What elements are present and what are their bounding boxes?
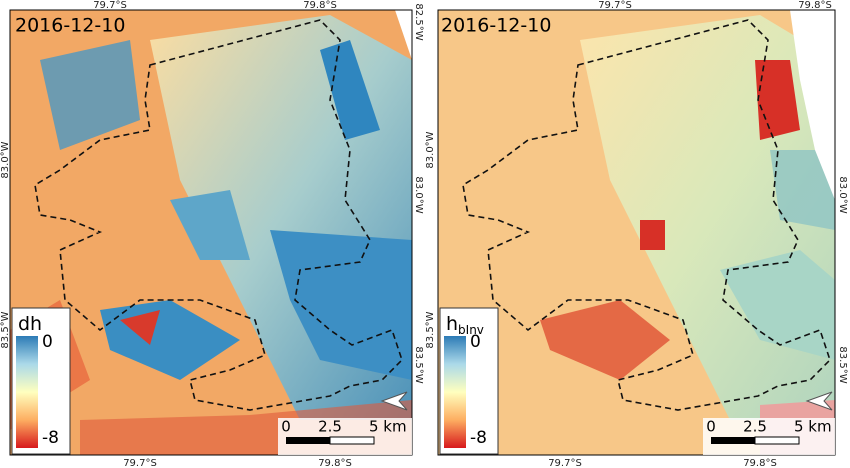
colorbar	[16, 336, 38, 448]
lat-tick: 79.7°S	[548, 458, 582, 468]
lon-tick: 83.0°W	[425, 131, 436, 168]
lat-tick: 79.7°S	[123, 458, 157, 468]
scale-label: 5 km	[369, 418, 407, 436]
lon-tick: 83.5°W	[837, 346, 848, 383]
lat-tick: 79.8°S	[798, 0, 832, 11]
scale-label: 2.5	[743, 418, 767, 436]
lon-tick: 82.5°W	[413, 3, 424, 40]
date: 2016-12-10	[15, 15, 125, 37]
colorbar-min: -8	[42, 428, 59, 448]
north-arrow	[805, 391, 833, 411]
scale-label: 5 km	[794, 418, 832, 436]
lon-tick: 83.5°W	[413, 346, 424, 383]
frame	[437, 9, 836, 456]
frame	[9, 9, 413, 456]
lon-tick: 83.5°W	[425, 311, 436, 348]
scale-label: 2.5	[318, 418, 342, 436]
lat-tick: 79.7°S	[598, 0, 632, 11]
lat-tick: 79.7°S	[93, 0, 127, 11]
lon-tick: 83.0°W	[413, 176, 424, 213]
scale-bar	[286, 437, 330, 444]
colorbar-min: -8	[470, 428, 487, 448]
colorbar-title: h	[446, 313, 458, 335]
colorbar	[444, 336, 466, 448]
lat-tick: 79.8°S	[743, 458, 777, 468]
colorbar-subscript: bInv	[458, 323, 484, 337]
lon-tick: 83.5°W	[0, 311, 11, 348]
north-arrow	[380, 391, 408, 411]
scale-bar	[711, 437, 755, 444]
scale-bar	[754, 436, 800, 445]
colorbar-max: 0	[470, 332, 481, 352]
date: 2016-12-10	[441, 15, 551, 37]
lon-tick: 83.0°W	[837, 176, 848, 213]
lat-tick: 79.8°S	[303, 0, 337, 11]
lon-tick: 83.0°W	[0, 141, 11, 178]
colorbar-title: hbInv	[446, 313, 484, 337]
lat-tick: 79.8°S	[318, 458, 352, 468]
scale-label: 0	[706, 418, 716, 436]
scale-label: 0	[281, 418, 291, 436]
map-right	[438, 10, 835, 455]
colorbar-title: dh	[18, 313, 42, 335]
scale-bar	[329, 436, 375, 445]
colorbar-max: 0	[42, 332, 53, 352]
